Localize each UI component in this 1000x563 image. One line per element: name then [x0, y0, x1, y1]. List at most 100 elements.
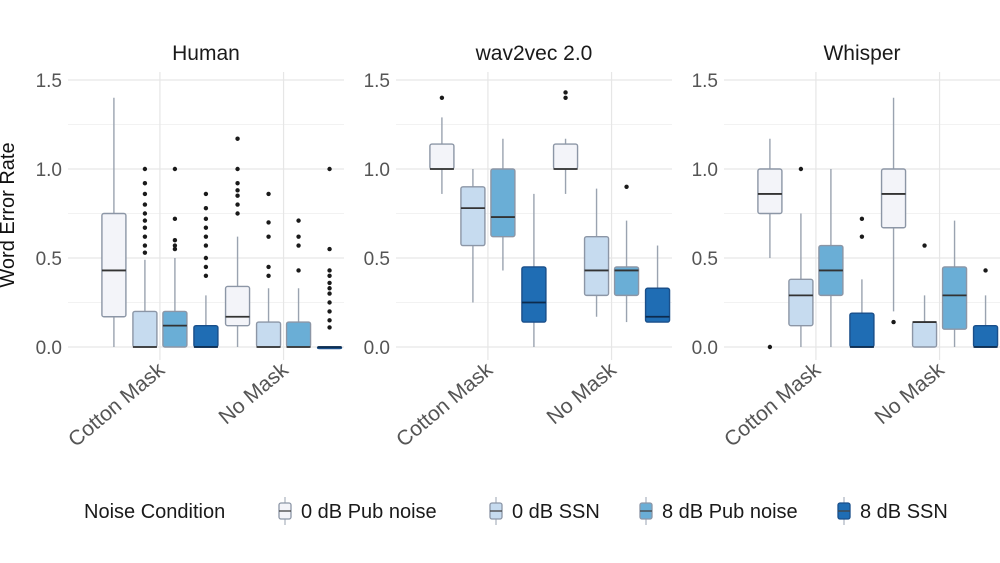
- box-8-db-pub-noise: [818, 169, 844, 347]
- outlier-point: [266, 220, 271, 225]
- box-8-db-pub-noise: [941, 220, 968, 347]
- box-0-db-pub-noise: [880, 97, 907, 325]
- box-body: [849, 312, 875, 348]
- outlier-point: [327, 280, 332, 286]
- outlier-point: [798, 166, 804, 172]
- outlier-point: [922, 243, 927, 248]
- outlier-point: [266, 234, 271, 239]
- outlier-point: [439, 95, 445, 101]
- box-8-db-pub-noise: [613, 184, 640, 323]
- legend-title: Noise Condition: [84, 501, 225, 523]
- box-body: [101, 212, 127, 318]
- y-tick-label: 0.5: [364, 249, 390, 270]
- outlier-point: [142, 181, 148, 186]
- box-body: [255, 321, 282, 348]
- outlier-point: [172, 166, 178, 172]
- outlier-point: [172, 238, 178, 243]
- outlier-point: [203, 264, 209, 270]
- outlier-point: [296, 268, 301, 273]
- outlier-point: [142, 211, 148, 216]
- legend-entry: 8 dB Pub noise: [639, 497, 798, 525]
- outlier-point: [203, 225, 209, 230]
- box-0-db-ssn: [460, 169, 486, 303]
- outlier-point: [203, 191, 209, 197]
- outlier-point: [203, 205, 209, 211]
- box-body: [521, 266, 547, 323]
- x-category-label: No Mask: [215, 358, 294, 429]
- box-0-db-pub-noise: [552, 90, 579, 194]
- outlier-point: [235, 181, 240, 186]
- outlier-point: [203, 243, 209, 248]
- y-tick-label: 1.5: [364, 71, 390, 92]
- outlier-point: [235, 202, 240, 207]
- box-8-db-pub-noise: [285, 218, 312, 348]
- x-category-label: No Mask: [543, 358, 622, 429]
- box-body: [285, 321, 312, 348]
- outlier-point: [203, 255, 209, 261]
- outlier-point: [327, 246, 332, 252]
- outlier-point: [327, 291, 332, 296]
- box-0-db-ssn: [583, 188, 610, 317]
- outlier-point: [563, 90, 568, 95]
- outlier-point: [624, 184, 629, 189]
- outlier-point: [859, 234, 865, 239]
- y-tick-label: 1.0: [364, 160, 390, 181]
- outlier-point: [327, 286, 332, 291]
- panel-0: Human 0.0 0.5 1.0 1.5 Cotton Mask No Mask: [36, 42, 344, 452]
- box-body: [460, 186, 486, 247]
- box-body: [757, 168, 783, 215]
- legend-label: 8 dB SSN: [860, 501, 948, 523]
- outlier-point: [859, 216, 865, 222]
- y-tick-label: 0.0: [36, 338, 62, 359]
- legend-entry: 0 dB Pub noise: [278, 497, 437, 525]
- outlier-point: [235, 188, 240, 193]
- outlier-point: [235, 136, 240, 141]
- box-body: [911, 321, 938, 348]
- y-tick-label: 1.5: [692, 71, 718, 92]
- panel-title: Whisper: [823, 42, 900, 65]
- legend: Noise Condition 0 dB Pub noise 0 dB SSN 8 d…: [84, 497, 948, 525]
- outlier-point: [266, 264, 271, 270]
- box-0-db-ssn: [911, 243, 938, 348]
- box-body: [132, 310, 158, 348]
- x-category-label: Cotton Mask: [720, 358, 825, 452]
- box-0-db-ssn: [132, 166, 158, 348]
- panel-2: Whisper 0.0 0.5 1.0 1.5 Cotton Mask No Mask: [692, 42, 1000, 452]
- box-body: [644, 287, 671, 323]
- box-8-db-pub-noise: [490, 138, 516, 271]
- y-tick-label: 0.5: [36, 249, 62, 270]
- outlier-point: [891, 319, 896, 325]
- legend-entry: 8 dB SSN: [837, 497, 948, 525]
- outlier-point: [142, 166, 148, 172]
- panel-1: wav2vec 2.0 0.0 0.5 1.0 1.5 Cotton Mask No Mas…: [364, 42, 672, 452]
- outlier-point: [983, 268, 988, 273]
- outlier-point: [296, 218, 301, 223]
- box-body: [613, 266, 640, 297]
- y-tick-label: 0.0: [364, 338, 390, 359]
- y-tick-label: 0.5: [692, 249, 718, 270]
- box-0-db-pub-noise: [429, 95, 455, 194]
- box-body: [972, 324, 999, 348]
- legend-label: 8 dB Pub noise: [662, 501, 798, 523]
- box-body: [224, 285, 251, 327]
- box-8-db-ssn: [972, 268, 999, 348]
- box-0-db-ssn: [255, 191, 282, 348]
- box-8-db-ssn: [193, 191, 219, 348]
- box-body: [788, 278, 814, 327]
- outlier-point: [327, 300, 332, 305]
- outlier-point: [203, 234, 209, 239]
- box-0-db-pub-noise: [101, 97, 127, 347]
- box-0-db-pub-noise: [757, 138, 783, 350]
- y-tick-label: 0.0: [692, 338, 718, 359]
- outlier-point: [142, 191, 148, 197]
- box-0-db-pub-noise: [224, 136, 251, 347]
- box-body: [880, 168, 907, 229]
- box-8-db-ssn: [521, 193, 547, 347]
- outlier-point: [235, 193, 240, 198]
- box-body: [162, 310, 188, 348]
- x-category-label: Cotton Mask: [392, 358, 497, 452]
- box-body: [583, 235, 610, 297]
- legend-label: 0 dB SSN: [512, 501, 600, 523]
- x-category-label: Cotton Mask: [64, 358, 169, 452]
- outlier-point: [327, 309, 332, 314]
